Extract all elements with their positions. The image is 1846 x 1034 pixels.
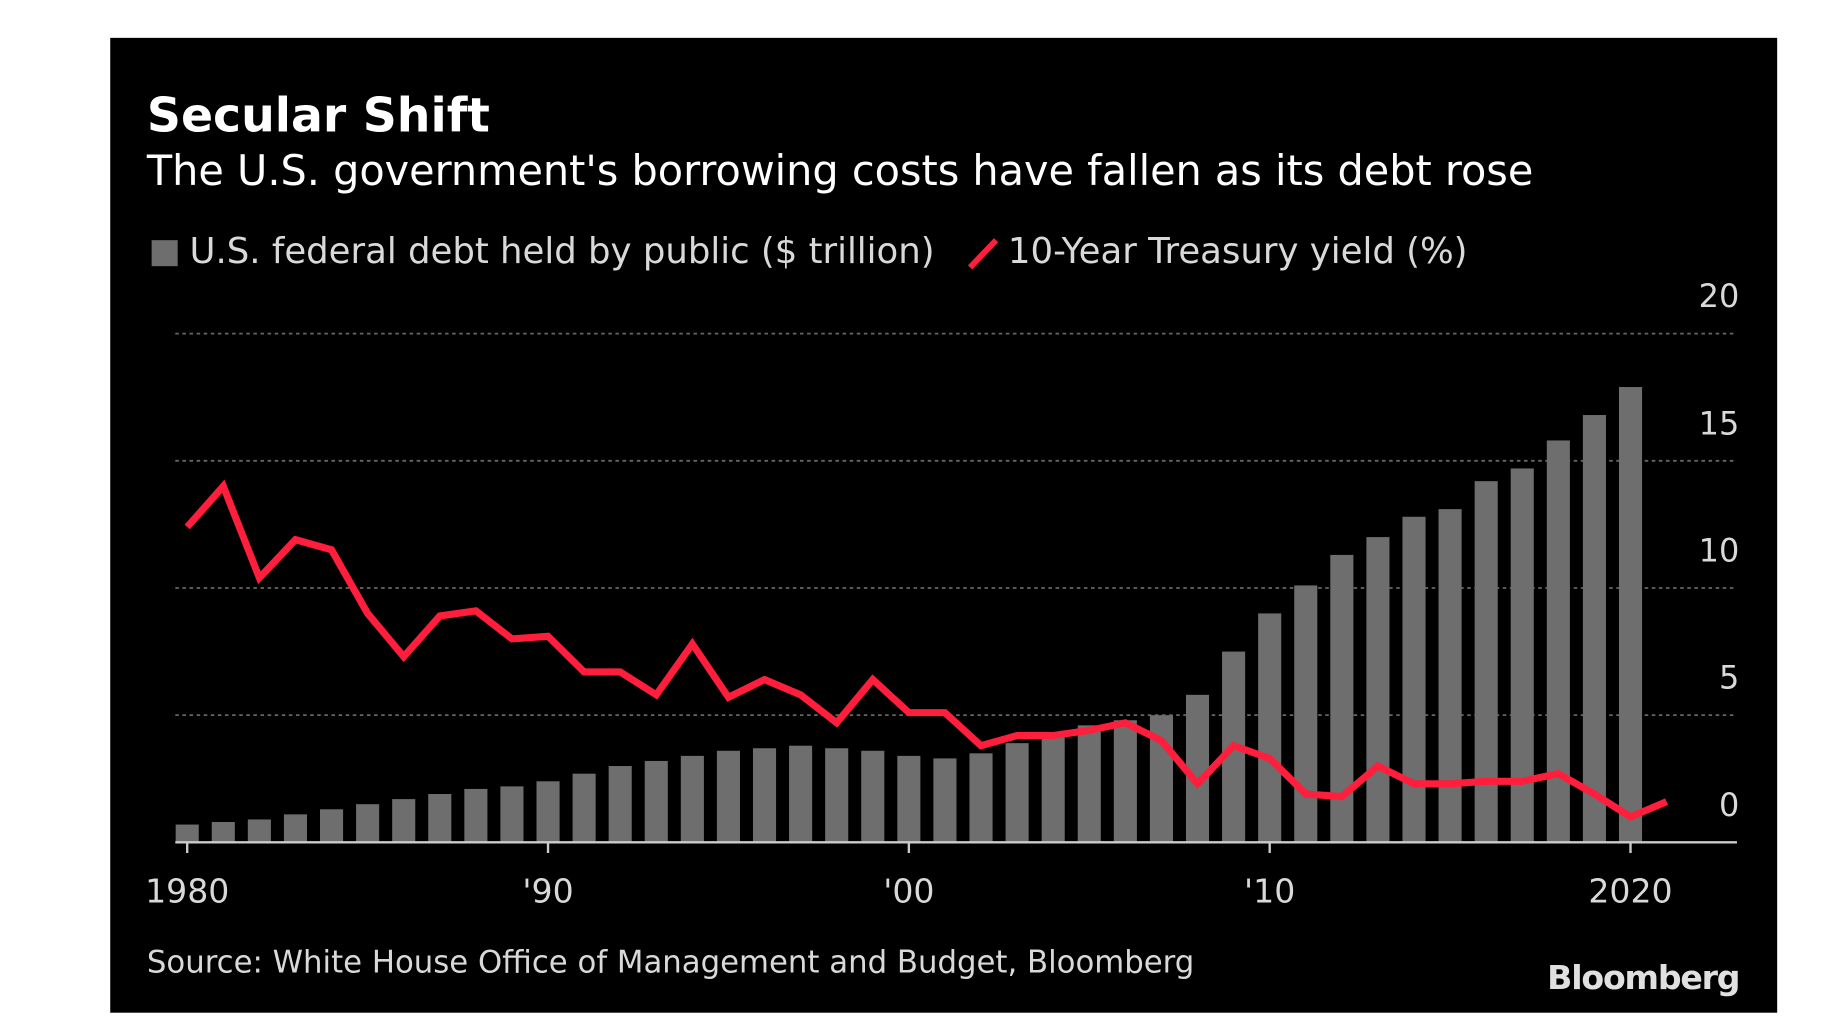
bar (825, 748, 849, 843)
bar (392, 799, 416, 843)
bar (716, 750, 740, 843)
bar (1258, 613, 1282, 843)
bar (1474, 481, 1498, 843)
bar (1330, 554, 1354, 843)
chart-subtitle: The U.S. government's borrowing costs ha… (146, 147, 1533, 195)
bar (1510, 468, 1534, 843)
legend-swatch (151, 240, 178, 267)
bar (319, 809, 344, 843)
bar (861, 750, 885, 843)
bar (644, 760, 668, 843)
bar (500, 786, 524, 843)
bar (1438, 509, 1462, 843)
bar (897, 755, 921, 843)
bar (211, 821, 235, 843)
x-tick-label: '90 (522, 872, 573, 911)
bar (464, 788, 488, 843)
bar (969, 753, 993, 843)
bar (1546, 440, 1570, 843)
bar (1185, 694, 1210, 843)
bar (1582, 415, 1606, 843)
bar (933, 758, 957, 843)
bar (1366, 537, 1390, 843)
source: Source: White House Office of Management… (147, 945, 1194, 981)
bar (1005, 743, 1029, 843)
legend-swatch (967, 238, 999, 270)
bar (428, 794, 452, 843)
bar (536, 781, 560, 843)
bar (789, 745, 813, 843)
bar (356, 804, 380, 843)
y-tick-label: 15 (1699, 404, 1740, 442)
brand: Bloomberg (1547, 958, 1739, 997)
bar (680, 755, 704, 843)
legend-label: U.S. federal debt held by public ($ tril… (189, 231, 934, 272)
bar (1113, 720, 1137, 843)
bar (1402, 516, 1426, 843)
y-tick-label: 5 (1719, 659, 1739, 697)
line (184, 479, 1668, 821)
x-tick-label: 1980 (145, 872, 229, 911)
legend-label: 10-Year Treasury yield (%) (1008, 231, 1468, 272)
y-tick-label: 0 (1719, 786, 1739, 824)
x-tick-label: 2020 (1588, 872, 1672, 911)
bar (752, 748, 777, 843)
y-tick-label: 20 (1699, 277, 1740, 315)
bar (608, 766, 632, 843)
bar (1041, 732, 1065, 843)
x-tick-label: '00 (883, 872, 934, 911)
bar (283, 814, 308, 843)
bar (247, 819, 271, 843)
background (110, 37, 1778, 1013)
bar (175, 824, 199, 843)
y-tick-label: 10 (1699, 531, 1740, 569)
bar (1294, 585, 1318, 843)
x-tick-label: '10 (1244, 872, 1295, 911)
bar (572, 773, 596, 843)
chart-title: Secular Shift (147, 88, 490, 143)
bar (1618, 387, 1643, 843)
bar (1077, 725, 1101, 843)
